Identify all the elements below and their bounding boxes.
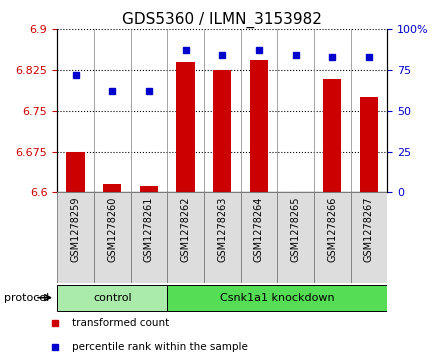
Bar xyxy=(213,70,231,192)
Bar xyxy=(351,192,387,283)
Text: transformed count: transformed count xyxy=(72,318,169,328)
Bar xyxy=(167,192,204,283)
Text: GSM1278262: GSM1278262 xyxy=(180,197,191,262)
Text: GSM1278260: GSM1278260 xyxy=(107,197,117,262)
Bar xyxy=(176,62,195,192)
Bar xyxy=(103,184,121,192)
Bar xyxy=(94,192,131,283)
Bar xyxy=(250,60,268,192)
Text: percentile rank within the sample: percentile rank within the sample xyxy=(72,342,248,352)
Text: Csnk1a1 knockdown: Csnk1a1 knockdown xyxy=(220,293,334,303)
Title: GDS5360 / ILMN_3153982: GDS5360 / ILMN_3153982 xyxy=(122,12,322,28)
Bar xyxy=(277,192,314,283)
Text: GSM1278265: GSM1278265 xyxy=(290,197,301,262)
Bar xyxy=(66,152,85,192)
Bar xyxy=(241,192,277,283)
Text: GSM1278261: GSM1278261 xyxy=(144,197,154,262)
Bar xyxy=(140,186,158,192)
Text: GSM1278267: GSM1278267 xyxy=(364,197,374,262)
Text: protocol: protocol xyxy=(4,293,50,303)
Text: GSM1278259: GSM1278259 xyxy=(70,197,81,262)
Bar xyxy=(57,192,94,283)
Bar xyxy=(167,285,387,311)
Text: GSM1278264: GSM1278264 xyxy=(254,197,264,262)
Bar xyxy=(314,192,351,283)
Bar xyxy=(323,79,341,192)
Text: GSM1278266: GSM1278266 xyxy=(327,197,337,262)
Bar xyxy=(57,285,167,311)
Bar xyxy=(360,97,378,192)
Bar xyxy=(131,192,167,283)
Bar xyxy=(204,192,241,283)
Text: GSM1278263: GSM1278263 xyxy=(217,197,227,262)
Text: control: control xyxy=(93,293,132,303)
